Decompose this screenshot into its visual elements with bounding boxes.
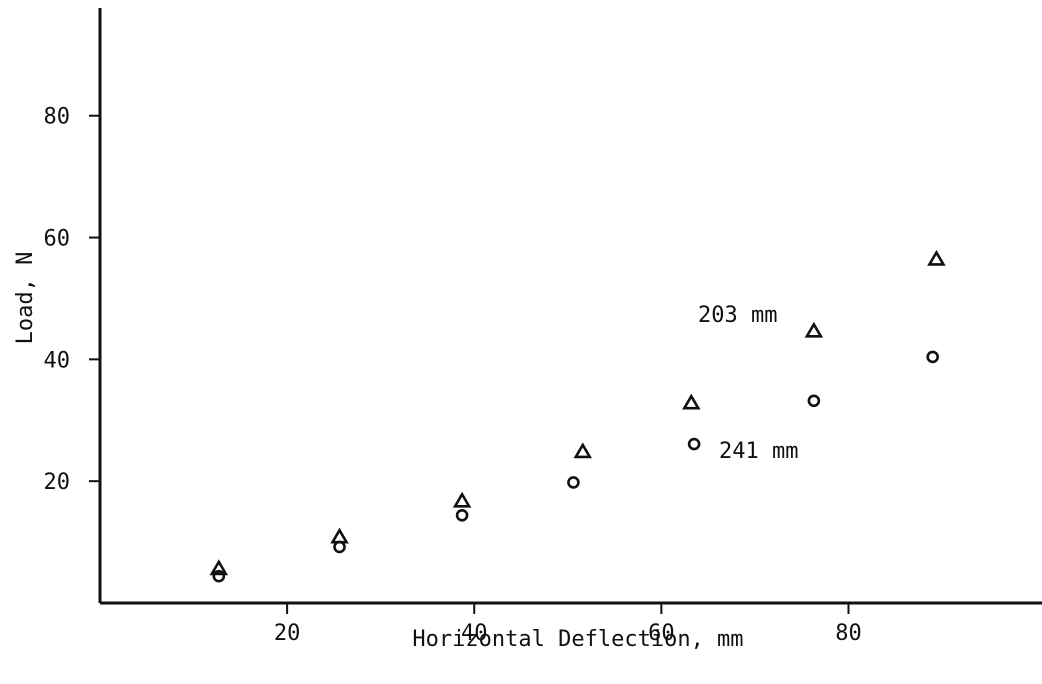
y-tick-label: 60 <box>44 227 71 252</box>
triangle-marker <box>452 491 472 508</box>
x-tick-label: 80 <box>835 621 862 646</box>
data-marks <box>209 249 946 583</box>
ticks: 20 40 60 80 20 40 60 80 <box>44 105 862 646</box>
triangle-marker <box>804 321 824 338</box>
triangle-marker <box>209 559 229 576</box>
triangle-marker <box>330 527 349 544</box>
triangle-marker <box>927 249 946 266</box>
circle-marker <box>567 476 580 489</box>
circle-marker <box>455 508 469 522</box>
axes <box>98 8 1042 605</box>
circle-marker <box>212 569 226 583</box>
x-tick-label: 40 <box>461 621 488 646</box>
y-axis-title: Load, N <box>13 252 38 345</box>
x-axis-title: Horizontal Deflection, mm <box>412 627 743 652</box>
circle-marker <box>807 394 821 408</box>
y-tick-label: 40 <box>44 348 71 373</box>
x-tick-label: 20 <box>274 621 301 646</box>
circle-marker <box>926 350 939 364</box>
x-tick-label: 60 <box>648 621 675 646</box>
annotation-203-mm: 203 mm <box>698 303 777 328</box>
y-tick-label: 80 <box>44 105 71 130</box>
annotation-241-mm: 241 mm <box>719 439 798 464</box>
circle-marker <box>687 437 701 451</box>
circle-marker <box>333 540 346 554</box>
triangle-marker <box>573 442 593 459</box>
y-tick-label: 20 <box>44 470 71 495</box>
triangle-marker <box>682 393 701 410</box>
